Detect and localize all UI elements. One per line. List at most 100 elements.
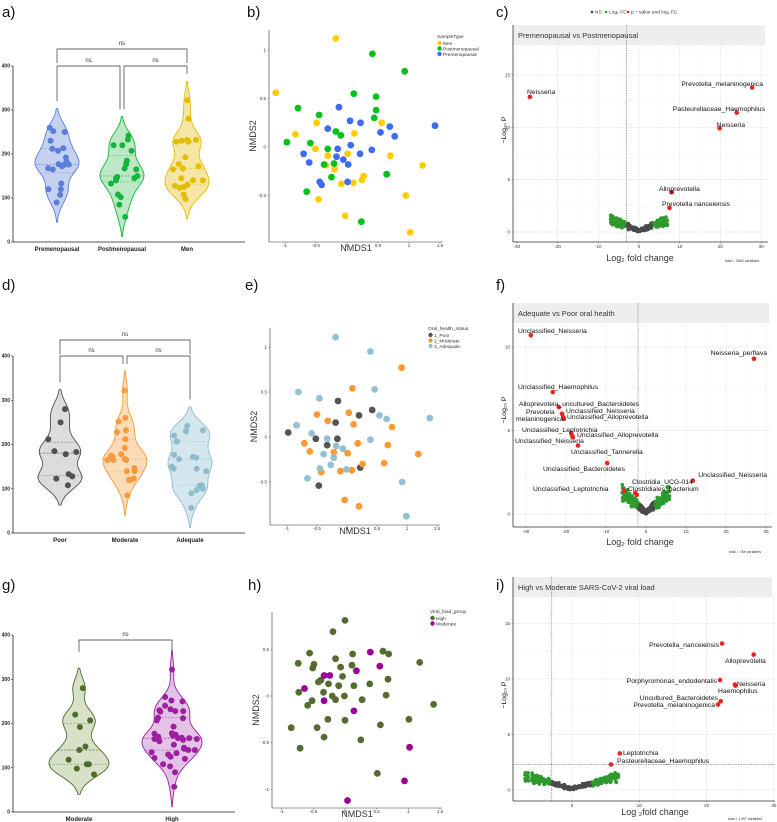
log2fc-point	[541, 779, 546, 784]
data-point-1	[330, 160, 338, 167]
ns-point	[638, 229, 642, 234]
data-point-1	[384, 441, 392, 449]
data-point	[184, 136, 191, 143]
chart-b	[267, 30, 443, 244]
data-point-2	[327, 461, 335, 469]
ns-point	[626, 225, 630, 230]
x-tick-label: 0.5	[374, 809, 381, 814]
data-point	[185, 747, 192, 753]
data-point	[171, 451, 178, 458]
data-point-0	[284, 429, 292, 436]
significance-bracket	[59, 355, 124, 383]
significant-point	[718, 698, 723, 704]
data-point	[167, 706, 174, 713]
data-point	[180, 165, 186, 172]
data-point-1	[355, 502, 363, 510]
data-point-2	[323, 435, 331, 443]
point-label: Prevotella_nanceiensis	[649, 642, 720, 649]
point-label: Alloprevotella	[659, 186, 700, 193]
panel-label-a: a)	[2, 4, 15, 21]
data-point-1	[348, 466, 356, 474]
data-point	[131, 175, 138, 182]
significant-point	[719, 641, 725, 646]
log2fc-point	[626, 495, 631, 500]
data-point-0	[339, 673, 346, 680]
data-point	[188, 504, 195, 511]
total-variables: total = 769 variables	[729, 550, 761, 554]
log2fc-point	[530, 776, 534, 780]
significant-point	[717, 126, 722, 131]
data-point-0	[357, 736, 365, 744]
log2fc-point	[530, 771, 534, 775]
y-tick-label: -0.5	[258, 193, 266, 198]
data-point	[188, 490, 195, 497]
data-point	[122, 213, 129, 220]
data-point	[60, 145, 67, 152]
data-point	[171, 182, 178, 189]
title-strip	[513, 577, 772, 597]
significant-point	[751, 356, 757, 362]
point-label: Prevotella_melaninogenica	[681, 81, 763, 88]
data-point-2	[316, 465, 324, 472]
ns-point	[557, 782, 561, 787]
volcano-title: High vs Moderate SARS-CoV-2 viral load	[518, 583, 655, 592]
data-point-2	[377, 129, 384, 136]
ns-point	[561, 783, 566, 787]
log2fc-point	[635, 501, 639, 505]
data-point-0	[296, 744, 304, 752]
data-point	[115, 418, 122, 425]
log2fc-point	[599, 781, 604, 785]
data-point-0	[287, 724, 295, 732]
data-point	[82, 743, 89, 750]
y-tick-label: 100	[2, 196, 11, 202]
data-point	[180, 708, 187, 715]
log2fc-point	[623, 493, 628, 498]
data-point-0	[320, 688, 327, 696]
violin-0	[48, 667, 110, 795]
log2fc-point	[662, 489, 666, 494]
data-point-0	[419, 162, 426, 169]
significance-bracket	[126, 355, 191, 400]
y-tick-label: 0.5	[263, 647, 270, 652]
data-point-2	[398, 478, 406, 486]
point-label: Pasteurellaceae_Haemophilus	[617, 758, 710, 765]
log2fc-point	[660, 493, 665, 497]
significance-bracket	[123, 65, 188, 110]
panel-label-b: b)	[247, 4, 260, 21]
legend-title: SampleType	[437, 34, 464, 40]
data-point	[190, 177, 197, 184]
significance-label: ns	[85, 58, 91, 64]
data-point-2	[330, 454, 338, 462]
data-point-0	[341, 617, 349, 624]
log2fc-point	[616, 773, 621, 778]
data-point	[76, 724, 83, 730]
x-tick-label: -30	[514, 244, 521, 249]
legend-swatch	[437, 51, 442, 57]
log2fc-point	[620, 496, 625, 500]
data-point	[53, 199, 60, 206]
data-point-0	[334, 397, 342, 405]
y-tick-label: 5	[507, 177, 510, 182]
data-point	[151, 736, 158, 742]
ns-point	[650, 501, 655, 506]
volcano-title: Premenopausal vs Postmenopausal	[518, 31, 638, 40]
point-label: Unclassified_Alloprevotella	[577, 432, 658, 439]
point-label: Leptotrichia	[623, 750, 658, 757]
data-point-1	[383, 170, 391, 178]
data-point	[69, 473, 76, 480]
point-label: Unclassified_Leptotrichia	[522, 427, 598, 434]
point-label: Prevotella nanceiensis	[662, 201, 731, 208]
legend-label: Men	[443, 41, 453, 47]
data-point-1	[398, 364, 405, 372]
y-tick-label: 200	[2, 442, 11, 448]
data-point	[151, 755, 158, 761]
data-point-0	[378, 119, 386, 127]
panel-label-i: i)	[496, 577, 504, 594]
data-point-0	[306, 649, 313, 657]
category-label: Moderate	[66, 817, 93, 822]
violin-0	[37, 389, 83, 506]
x-tick-label: 20	[718, 244, 724, 249]
data-point-1	[332, 128, 340, 135]
x-tick-label: 10	[677, 244, 683, 249]
data-point	[79, 685, 86, 692]
